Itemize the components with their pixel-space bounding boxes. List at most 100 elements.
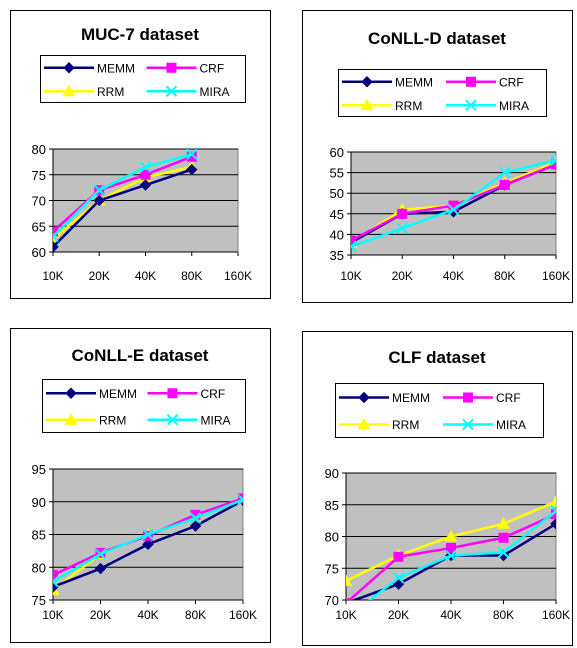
data-point bbox=[498, 532, 509, 543]
x-tick-label: 160K bbox=[542, 269, 570, 283]
legend: MEMM CRF RRM MIRA bbox=[40, 55, 246, 103]
legend: MEMM CRF RRM MIRA bbox=[338, 69, 547, 117]
y-tick-label: 90 bbox=[32, 495, 46, 510]
x-tick-label: 160K bbox=[224, 269, 252, 283]
x-tick-label: 10K bbox=[42, 269, 63, 283]
legend-label: MIRA bbox=[200, 85, 230, 99]
y-tick-label: 75 bbox=[325, 561, 339, 576]
x-tick-label: 160K bbox=[229, 608, 257, 622]
y-tick-label: 40 bbox=[330, 227, 344, 242]
data-point bbox=[447, 203, 460, 216]
series-group bbox=[346, 495, 556, 600]
legend-marker-crf bbox=[466, 76, 476, 87]
legend-box bbox=[335, 383, 544, 438]
plot-area: 70 75 80 85 90 10K 20K 40K 80K 160K bbox=[325, 466, 570, 622]
legend-label: MIRA bbox=[201, 413, 231, 427]
data-point bbox=[142, 538, 154, 551]
legend-label: RRM bbox=[97, 85, 124, 99]
series-group bbox=[53, 493, 243, 596]
chart-panel-3: CoNLL-E dataset MEMM CRF RRM MIRA 75 80 85 90 95 1… bbox=[10, 328, 271, 643]
legend-item-rrm: RRM bbox=[342, 98, 422, 113]
x-tick-label: 80K bbox=[185, 608, 206, 622]
series-line bbox=[53, 165, 193, 241]
legend-item-crf: CRF bbox=[146, 61, 224, 75]
chart-panel-4: CLF dataset MEMM CRF RRM MIRA 70 75 80 85 90 10K 20… bbox=[302, 331, 573, 646]
legend-marker-memm bbox=[358, 391, 370, 404]
y-tick-label: 70 bbox=[32, 194, 46, 209]
y-tick-label: 50 bbox=[330, 186, 344, 201]
x-tick-label: 40K bbox=[443, 269, 464, 283]
data-point bbox=[140, 169, 151, 180]
legend-label: RRM bbox=[99, 413, 126, 427]
legend-label: MEMM bbox=[99, 387, 137, 401]
y-tick-label: 35 bbox=[330, 248, 344, 263]
legend-item-memm: MEMM bbox=[44, 61, 135, 75]
x-tick-label: 80K bbox=[493, 608, 514, 622]
y-tick-label: 60 bbox=[32, 245, 46, 260]
series-line bbox=[53, 168, 193, 248]
data-point bbox=[392, 572, 405, 584]
x-tick-label: 40K bbox=[135, 269, 156, 283]
data-point bbox=[445, 549, 457, 562]
plot-area: 75 80 85 90 95 10K 20K 40K 80K 160K bbox=[32, 462, 257, 622]
legend-item-memm: MEMM bbox=[46, 387, 137, 401]
legend-label: MEMM bbox=[395, 75, 433, 89]
legend-box bbox=[338, 69, 547, 117]
y-tick-label: 80 bbox=[32, 560, 46, 575]
data-point bbox=[351, 235, 356, 246]
x-tick-label: 40K bbox=[137, 608, 158, 622]
data-point bbox=[189, 512, 202, 524]
data-point bbox=[396, 222, 408, 234]
data-point bbox=[189, 520, 202, 532]
y-tick-label: 70 bbox=[325, 593, 339, 608]
x-tick-label: 20K bbox=[89, 269, 110, 283]
data-point bbox=[446, 542, 456, 553]
y-tick-label: 95 bbox=[32, 462, 46, 477]
legend-item-mira: MIRA bbox=[446, 99, 529, 113]
legend-item-rrm: RRM bbox=[46, 413, 126, 427]
x-tick-label: 10K bbox=[340, 269, 361, 283]
legend-label: RRM bbox=[395, 99, 422, 113]
legend: MEMM CRF RRM MIRA bbox=[42, 379, 246, 433]
series-line bbox=[53, 155, 193, 233]
series-mira bbox=[53, 149, 198, 243]
legend-item-memm: MEMM bbox=[342, 75, 433, 89]
chart-panel-1: MUC-7 dataset MEMM CRF RRM MIRA 60 65 70 75 80 10K… bbox=[10, 10, 271, 299]
data-point bbox=[53, 230, 59, 243]
series-group bbox=[53, 149, 199, 252]
series-mira bbox=[351, 154, 556, 253]
y-tick-label: 75 bbox=[32, 593, 46, 608]
legend-label: RRM bbox=[392, 418, 419, 432]
legend-marker-memm bbox=[63, 62, 75, 74]
legend-item-crf: CRF bbox=[443, 391, 521, 405]
data-point bbox=[53, 570, 58, 581]
series-memm bbox=[53, 163, 198, 252]
chart-title: CLF dataset bbox=[388, 348, 486, 367]
legend-marker-mira bbox=[166, 414, 179, 426]
x-tick-label: 80K bbox=[181, 269, 202, 283]
y-tick-label: 85 bbox=[32, 528, 46, 543]
x-tick-label: 20K bbox=[392, 269, 413, 283]
data-point bbox=[497, 517, 510, 529]
legend-item-mira: MIRA bbox=[146, 85, 230, 99]
y-tick-label: 45 bbox=[330, 207, 344, 222]
x-tick-label: 10K bbox=[42, 608, 63, 622]
data-point bbox=[351, 241, 357, 253]
legend-marker-mira bbox=[465, 99, 477, 111]
legend-marker-crf bbox=[166, 62, 177, 73]
legend-marker-mira bbox=[462, 418, 474, 431]
data-point bbox=[497, 546, 510, 559]
legend-label: CRF bbox=[201, 387, 226, 401]
plot-area: 35 40 45 50 55 60 10K 20K 40K 80K 160K bbox=[330, 145, 570, 283]
chart-title: CoNLL-E dataset bbox=[72, 346, 209, 365]
data-point bbox=[93, 194, 105, 207]
legend-item-mira: MIRA bbox=[147, 413, 231, 427]
series-group bbox=[351, 154, 556, 253]
x-tick-label: 80K bbox=[494, 269, 515, 283]
legend-item-rrm: RRM bbox=[339, 417, 419, 432]
legend-label: CRF bbox=[499, 75, 524, 89]
x-tick-label: 20K bbox=[388, 608, 409, 622]
data-point bbox=[139, 161, 152, 173]
data-point bbox=[186, 149, 198, 160]
